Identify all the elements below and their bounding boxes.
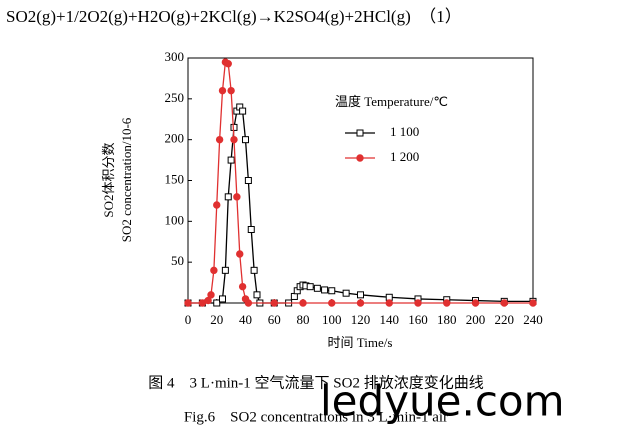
- x-tick-label: 0: [185, 312, 192, 327]
- data-point: [328, 299, 336, 307]
- x-tick-label: 40: [239, 312, 252, 327]
- data-point: [215, 135, 224, 144]
- y-tick-label: 50: [171, 253, 184, 268]
- caption-en: Fig.6 SO2 concentrations in 3 L·min-1 ai…: [184, 409, 448, 425]
- x-tick-label: 120: [351, 312, 371, 327]
- data-point: [207, 291, 215, 299]
- y-tick-label: 100: [165, 212, 185, 227]
- data-point: [471, 299, 480, 307]
- data-point: [244, 299, 253, 307]
- data-point: [230, 135, 238, 144]
- data-point: [213, 299, 221, 307]
- data-point: [242, 136, 249, 144]
- data-point: [236, 250, 244, 258]
- legend-marker: [356, 129, 364, 137]
- data-point: [184, 299, 192, 307]
- data-point: [224, 193, 232, 201]
- data-point: [247, 226, 255, 233]
- y-tick-label: 200: [165, 131, 185, 146]
- x-tick-label: 180: [437, 312, 457, 327]
- x-tick-label: 80: [297, 312, 310, 327]
- x-tick-label: 160: [408, 312, 428, 327]
- data-point: [529, 299, 537, 307]
- caption-cn: 图 4 3 L·min-1 空气流量下 SO2 排放浓度变化曲线: [148, 374, 483, 391]
- data-point: [204, 296, 212, 305]
- data-point: [299, 299, 307, 307]
- data-point: [385, 299, 393, 307]
- data-point: [290, 292, 298, 300]
- data-point: [244, 177, 252, 184]
- data-point: [328, 287, 336, 295]
- data-point: [221, 266, 229, 274]
- data-point: [218, 86, 227, 95]
- y-tick-label: 150: [165, 171, 185, 186]
- data-point: [227, 86, 235, 95]
- data-point: [253, 291, 261, 299]
- x-tick-label: 220: [495, 312, 515, 327]
- data-point: [500, 299, 508, 307]
- x-axis-label: 时间 Time/s: [328, 335, 393, 350]
- legend-title: 温度 Temperature/℃: [335, 94, 448, 109]
- x-tick-label: 200: [466, 312, 486, 327]
- data-point: [443, 299, 451, 307]
- data-point: [219, 295, 226, 303]
- y-tick-label: 250: [165, 90, 185, 105]
- x-tick-label: 20: [210, 312, 223, 327]
- data-point: [357, 291, 364, 299]
- y-axis-label: SO2体积分数: [101, 142, 116, 217]
- data-point: [342, 289, 350, 297]
- data-point: [213, 201, 221, 209]
- x-tick-label: 100: [322, 312, 342, 327]
- data-point: [270, 299, 278, 307]
- y-axis-label: SO2 concentration/10-6: [119, 117, 134, 242]
- data-point: [306, 283, 314, 291]
- equation: SO2(g)+1/2O2(g)+H2O(g)+2KCl(g)→K2SO4(g)+…: [6, 7, 462, 26]
- x-tick-label: 140: [380, 312, 400, 327]
- legend-label: 1 100: [390, 124, 419, 139]
- data-point: [233, 193, 241, 201]
- data-point: [356, 299, 365, 307]
- y-tick-label: 300: [165, 49, 185, 64]
- data-point: [239, 107, 247, 115]
- x-tick-label: 60: [268, 312, 281, 327]
- watermark: ledyue.com: [320, 377, 565, 426]
- data-point: [313, 284, 321, 292]
- data-point: [210, 266, 218, 275]
- legend-label: 1 200: [390, 149, 419, 164]
- data-point: [414, 299, 422, 307]
- data-point: [227, 156, 235, 164]
- data-point: [224, 60, 232, 68]
- data-point: [321, 286, 329, 294]
- legend-marker: [356, 154, 364, 162]
- data-point: [238, 282, 247, 291]
- data-point: [250, 266, 258, 274]
- x-tick-label: 240: [523, 312, 543, 327]
